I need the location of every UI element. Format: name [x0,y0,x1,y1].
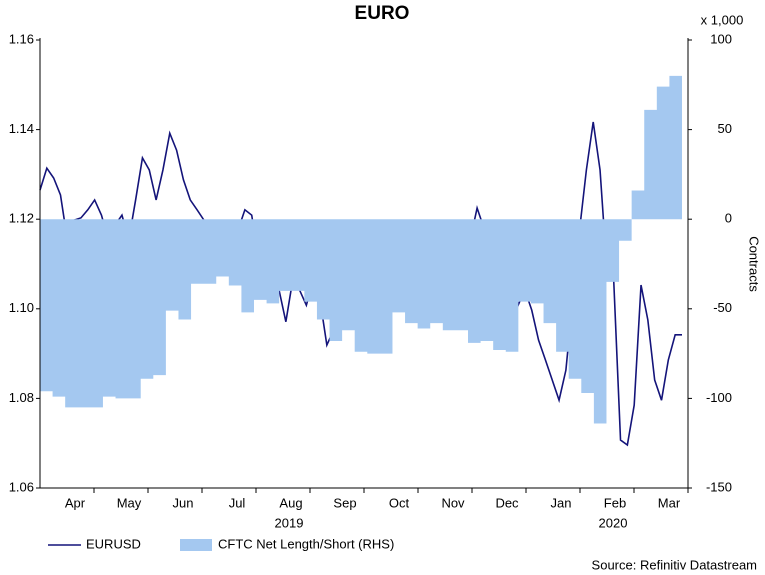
x-tick-label: Nov [441,495,465,510]
x-year-label: 2019 [275,515,304,530]
y-tick-label: 1.16 [9,31,34,46]
chart-title: EURO [355,3,410,24]
y2-tick-label: -100 [706,390,732,405]
y-tick-label: 1.10 [9,300,34,315]
y2-tick-label: 100 [710,31,732,46]
y2-unit-label: x 1,000 [701,12,744,27]
y2-tick-label: -150 [706,479,732,494]
y-tick-label: 1.06 [9,479,34,494]
y2-axis-label: Contracts [747,236,762,292]
y-tick-label: 1.08 [9,390,34,405]
x-tick-label: Dec [495,495,519,510]
cftc-area [40,75,682,424]
y2-tick-label: -50 [713,300,732,315]
x-tick-label: Mar [658,495,681,510]
legend-label: CFTC Net Length/Short (RHS) [218,536,394,551]
x-tick-label: Feb [604,495,626,510]
source: Source: Refinitiv Datastream [592,557,757,572]
x-tick-label: Oct [389,495,410,510]
x-tick-label: Jan [551,495,572,510]
x-tick-label: Jun [173,495,194,510]
x-tick-label: Aug [279,495,302,510]
y2-tick-label: 0 [725,211,732,226]
x-tick-label: Jul [229,495,246,510]
y-tick-label: 1.14 [9,121,34,136]
x-year-label: 2020 [599,515,628,530]
legend-label: EURUSD [86,536,141,551]
y2-tick-label: 50 [718,121,732,136]
x-tick-label: May [117,495,142,510]
y-tick-label: 1.12 [9,211,34,226]
legend-swatch [180,539,212,551]
x-tick-label: Apr [65,495,86,510]
x-tick-label: Sep [333,495,356,510]
